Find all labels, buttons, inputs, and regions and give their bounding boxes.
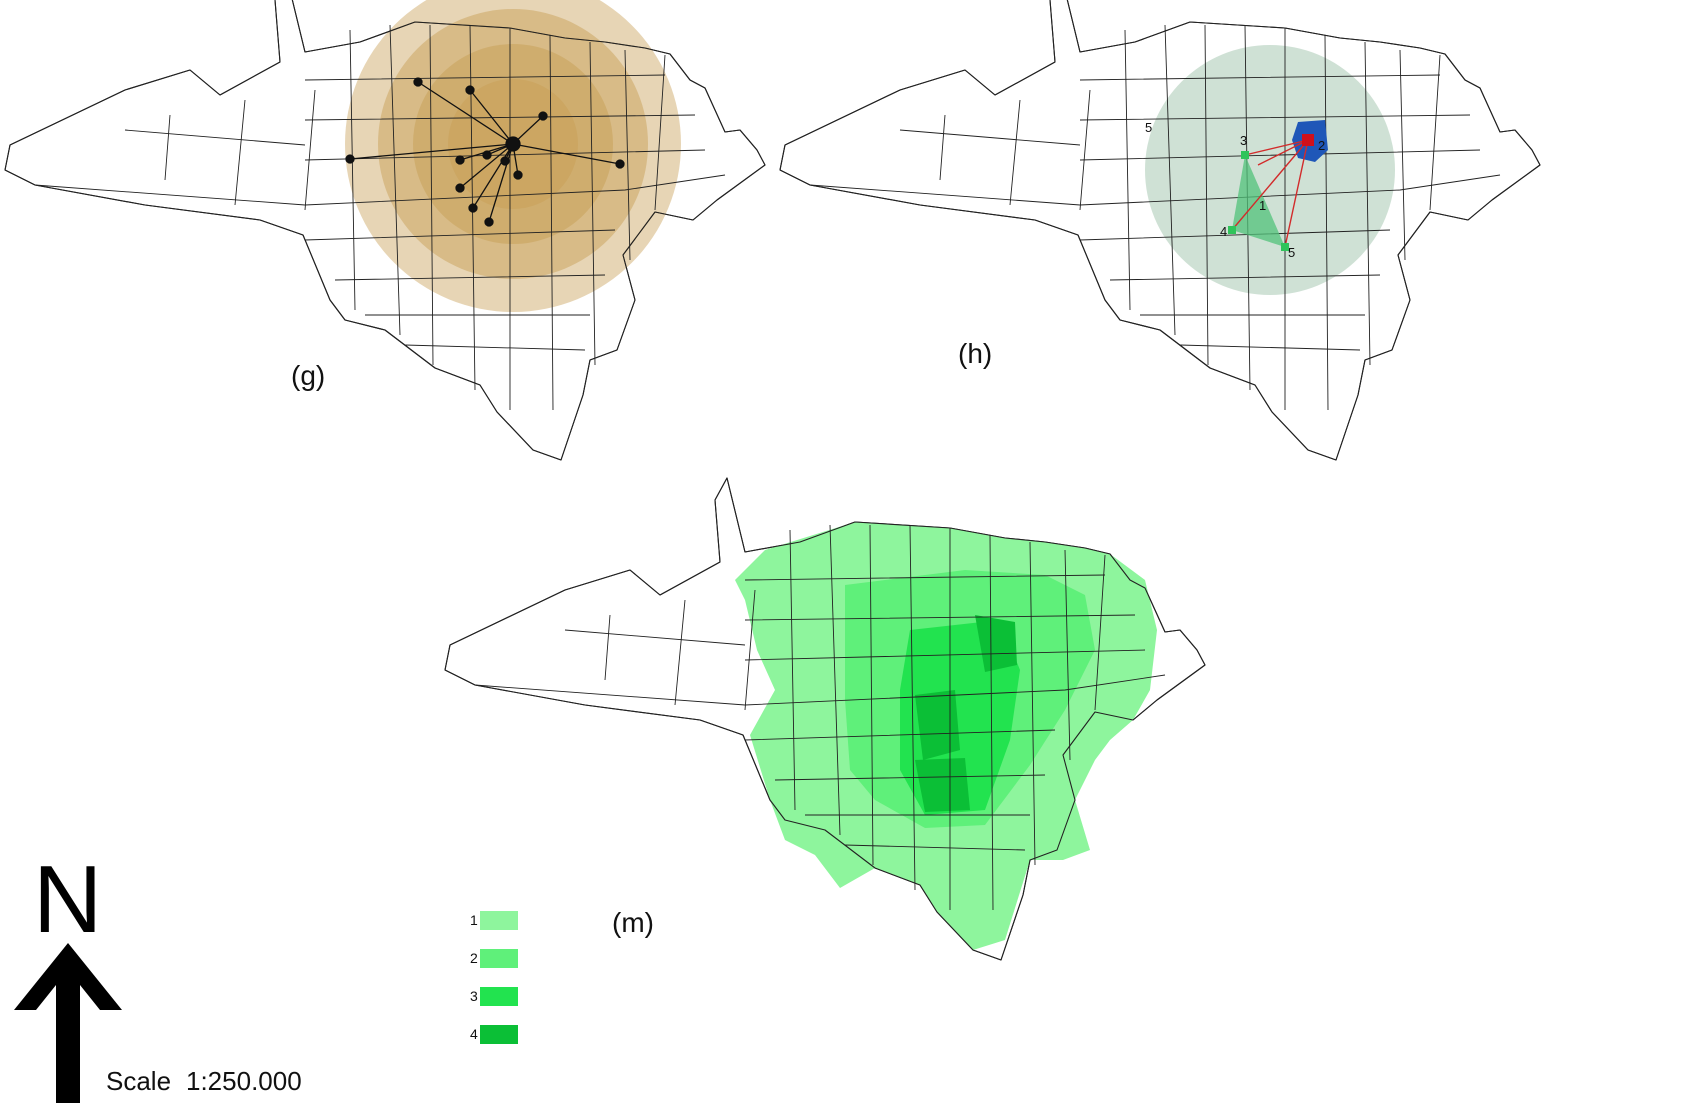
legend-swatch	[480, 1025, 518, 1044]
panel-label-h: (h)	[958, 338, 992, 369]
scale-value: 1:250.000	[186, 1066, 302, 1096]
north-letter: N	[33, 846, 102, 953]
panel-label-g: (g)	[291, 360, 325, 391]
point-label-1: 1	[1259, 198, 1266, 213]
point-label-2: 2	[1318, 138, 1325, 153]
point-label-4: 4	[1220, 224, 1227, 239]
panel-label-m: (m)	[612, 907, 654, 938]
legend-label: 1	[470, 912, 478, 928]
class-4-area-center	[915, 690, 960, 760]
point-label-5-outer: 5	[1145, 120, 1152, 135]
triangle-region	[1232, 155, 1285, 247]
north-arrow-icon	[14, 943, 122, 1103]
point-label-3: 3	[1240, 133, 1247, 148]
legend-label: 4	[470, 1026, 478, 1042]
panel-g-buffer-map: (g)	[4, 0, 766, 461]
legend-swatch	[480, 911, 518, 930]
district-boundaries	[474, 524, 1166, 911]
central-node-square	[1302, 134, 1314, 146]
scale-label: Scale 1:250.000	[106, 1066, 302, 1096]
central-facility-point	[505, 136, 521, 152]
point-label-5: 5	[1288, 245, 1295, 260]
panel-m-choropleth-map: (m)	[444, 477, 1206, 961]
legend-label: 3	[470, 988, 478, 1004]
legend-item: 4	[470, 1025, 518, 1044]
legend-swatch	[480, 949, 518, 968]
panel-h-network-map: 1 2 3 4 5 5 (h)	[779, 0, 1541, 461]
legend-item: 3	[470, 987, 518, 1006]
legend-label: 2	[470, 950, 478, 966]
legend-swatch	[480, 987, 518, 1006]
class-4-area-north	[975, 615, 1017, 672]
network-links	[1231, 139, 1309, 248]
class-4-area-south	[915, 758, 970, 812]
scale-word: Scale	[106, 1066, 171, 1096]
legend-item: 1	[470, 911, 518, 930]
north-arrow: N	[14, 846, 122, 1103]
classification-legend: 1 2 3 4	[470, 911, 518, 1044]
legend-item: 2	[470, 949, 518, 968]
service-area-buffer	[1145, 45, 1395, 295]
network-nodes	[1228, 151, 1289, 251]
spider-connections	[345, 77, 625, 227]
